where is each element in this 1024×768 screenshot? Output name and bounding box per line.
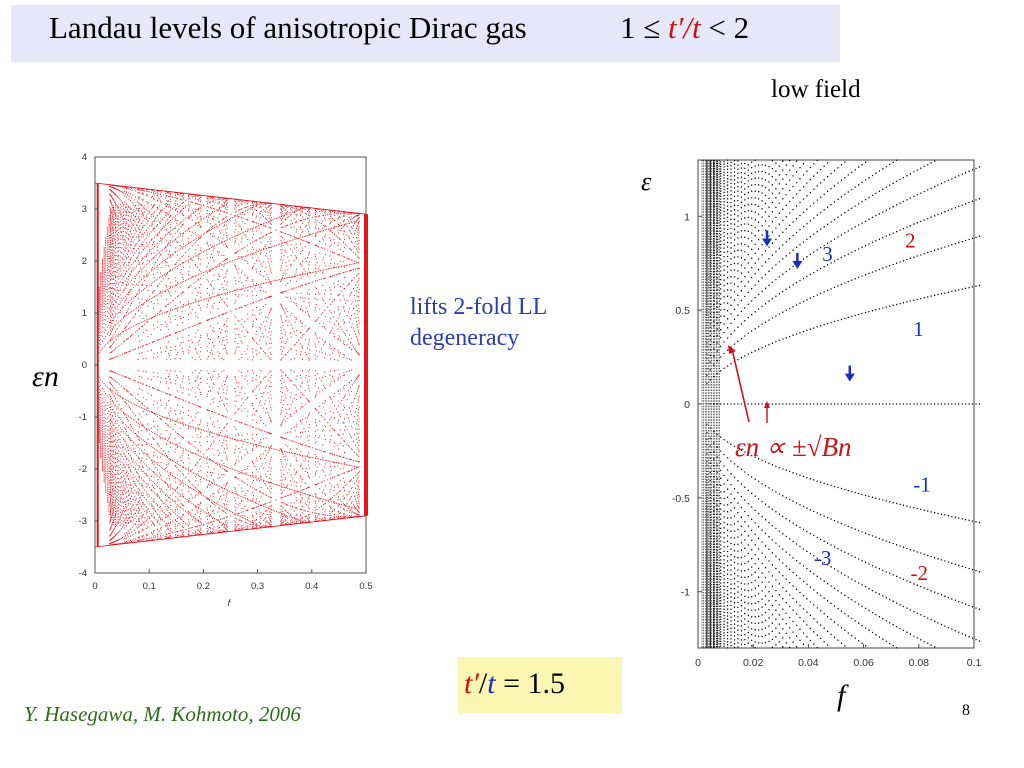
left-y-tick-label: -2 (79, 464, 87, 475)
formula-slash: / (478, 667, 488, 700)
left-x-axis-label: f (228, 598, 232, 609)
left-x-tick-label: 0.5 (359, 581, 372, 592)
title-condition-left: 1 ≤ (620, 10, 669, 45)
red-pointer-arrowhead-2 (764, 401, 770, 408)
annotation-line1: lifts 2-fold LL (410, 294, 548, 320)
landau-level-label: 2 (905, 229, 916, 253)
low-field-label: low field (771, 76, 861, 103)
formula-box: t′/t = 1.5 (458, 657, 622, 713)
slide-title-box (11, 5, 840, 62)
title-condition-ratio: t′/t (668, 10, 701, 45)
left-y-axis-label: εn (32, 360, 59, 393)
left-y-tick-label: 3 (82, 204, 87, 215)
red-pointer-line (731, 348, 750, 423)
slide-title: Landau levels of anisotropic Dirac gas (49, 10, 527, 45)
right-x-tick-label: 0.1 (967, 657, 982, 669)
title-condition: 1 ≤ t′/t < 2 (620, 10, 749, 46)
right-x-tick-label: 0 (695, 657, 701, 669)
right-annotations: 3 2 1 -1 -2 -3 (728, 229, 931, 585)
formula-t: t (487, 667, 496, 700)
left-x-tick-label: 0.2 (197, 581, 210, 592)
right-x-tick-label: 0.06 (853, 657, 874, 669)
right-y-tick-label: 0.5 (675, 305, 690, 317)
right-low-field-chart: 0 0.02 0.04 0.06 0.08 0.1 1 0.5 0 -0.5 -1 f ε 3 2 1 -… (641, 159, 982, 712)
left-y-tick-label: 2 (82, 256, 87, 267)
blue-arrow-icon (792, 260, 803, 269)
landau-level-label: 3 (822, 242, 833, 266)
left-x-tick-label: 0.1 (143, 581, 156, 592)
left-y-tick-label: -3 (79, 516, 87, 527)
right-x-tick-label: 0.04 (798, 657, 819, 669)
formula-rest: = 1.5 (495, 667, 566, 700)
right-y-tick-label: -0.5 (672, 493, 690, 505)
formula-t-prime: t′ (464, 667, 479, 700)
title-condition-right: < 2 (700, 10, 750, 45)
left-y-tick-label: -1 (79, 412, 87, 423)
right-x-tick-label: 0.02 (743, 657, 764, 669)
left-y-tick-label: 0 (82, 360, 87, 371)
left-band-top-envelope (94, 182, 367, 215)
right-y-tick-label: 1 (684, 211, 690, 223)
right-x-tick-label: 0.08 (909, 657, 930, 669)
right-spectrum-points (701, 159, 980, 649)
landau-level-label: -2 (911, 561, 929, 585)
annotation-text: lifts 2-fold LL degeneracy (410, 292, 547, 354)
blue-arrow-icon (762, 238, 772, 247)
right-plot-frame (697, 159, 975, 649)
left-y-tick-label: -4 (79, 568, 87, 579)
left-axes: 0 0.1 0.2 0.3 0.4 0.5 4 3 2 1 0 -1 -2 -3 -4 (79, 152, 373, 592)
right-y-tick-label: 0 (684, 399, 690, 411)
left-plot-frame (94, 156, 367, 574)
left-y-tick-label: 4 (82, 152, 87, 163)
citation: Y. Hasegawa, M. Kohmoto, 2006 (24, 702, 301, 726)
blue-arrow-icon (844, 373, 855, 382)
landau-level-label: 1 (913, 317, 924, 341)
left-y-tick-label: 1 (82, 308, 87, 319)
page-number: 8 (962, 702, 970, 719)
right-y-tick-label: -1 (681, 587, 690, 599)
landau-level-label: -1 (913, 473, 931, 497)
right-axes: 0 0.02 0.04 0.06 0.08 0.1 1 0.5 0 -0.5 -1 (672, 211, 982, 669)
landau-level-label: -3 (814, 546, 832, 570)
left-butterfly-chart: 0 0.1 0.2 0.3 0.4 0.5 4 3 2 1 0 -1 -2 -3 -4 f εn (32, 152, 373, 609)
left-x-tick-label: 0.4 (305, 581, 318, 592)
left-x-tick-label: 0 (92, 581, 97, 592)
right-x-axis-label: f (837, 679, 849, 712)
annotation-line2: degeneracy (410, 325, 520, 351)
left-x-tick-label: 0.3 (251, 581, 264, 592)
sqrt-scaling-label: εn ∝ ±√Bn (735, 432, 852, 462)
left-band-bottom-envelope (94, 515, 367, 548)
right-y-axis-label: ε (641, 167, 652, 196)
red-pointer-arrowhead (728, 345, 736, 354)
formula-text: t′/t = 1.5 (464, 667, 565, 701)
